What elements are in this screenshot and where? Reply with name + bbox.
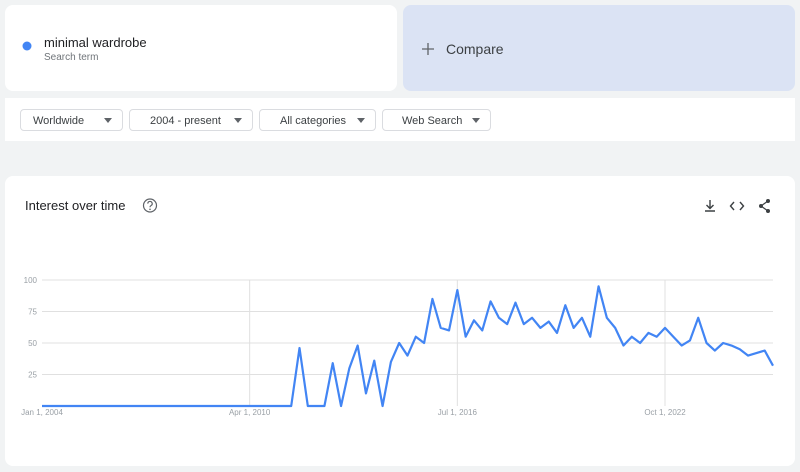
filter-dropdown[interactable]: 2004 - present <box>129 109 253 131</box>
compare-label: Compare <box>446 41 504 57</box>
plus-icon <box>422 43 434 55</box>
trend-line <box>42 285 774 408</box>
share-icon[interactable] <box>759 199 770 213</box>
term-name: minimal wardrobe <box>44 35 147 50</box>
term-dot <box>22 41 32 51</box>
chart-title: Interest over time <box>25 198 125 213</box>
chart-card <box>5 176 795 466</box>
dropdown-arrow <box>357 118 365 123</box>
x-tick-label: Jul 1, 2016 <box>438 408 478 417</box>
y-tick-label: 50 <box>28 339 37 348</box>
term-label: Search term <box>44 52 99 63</box>
y-tick-label: 100 <box>24 276 38 285</box>
x-tick-label: Jan 1, 2004 <box>21 408 63 417</box>
x-tick-label: Oct 1, 2022 <box>644 408 686 417</box>
x-tick-label: Apr 1, 2010 <box>229 408 271 417</box>
search-term-card[interactable]: minimal wardrobe Search term <box>5 5 397 91</box>
filter-dropdown[interactable]: All categories <box>259 109 376 131</box>
filter-label: Web Search <box>402 115 463 127</box>
dropdown-arrow <box>234 118 242 123</box>
y-tick-label: 25 <box>28 371 37 380</box>
filter-label: 2004 - present <box>150 115 221 127</box>
compare-button[interactable]: Compare <box>403 5 795 91</box>
term-color <box>22 41 32 51</box>
filter-label: Worldwide <box>33 115 85 127</box>
dropdown-arrow <box>104 118 112 123</box>
filter-dropdown[interactable]: Worldwide <box>20 109 123 131</box>
filter-dropdown[interactable]: Web Search <box>382 109 491 131</box>
y-tick-label: 75 <box>28 308 37 317</box>
filter-label: All categories <box>280 115 347 127</box>
embed-icon[interactable] <box>729 201 745 211</box>
help-icon[interactable] <box>142 198 158 213</box>
download-icon[interactable] <box>705 200 715 212</box>
dropdown-arrow <box>472 118 480 123</box>
